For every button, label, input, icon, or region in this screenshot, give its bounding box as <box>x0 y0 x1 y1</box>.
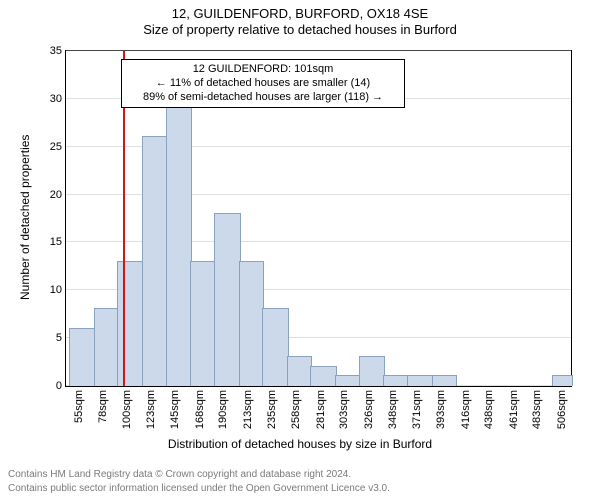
annotation-line: 12 GUILDENFORD: 101sqm <box>128 63 398 77</box>
chart-container: 12, GUILDENFORD, BURFORD, OX18 4SE Size … <box>0 0 600 500</box>
histogram-bar <box>432 375 458 386</box>
x-tick-label: 100sqm <box>121 390 133 429</box>
x-tick-label: 145sqm <box>169 390 181 429</box>
histogram-bar <box>142 136 168 386</box>
x-tick-label: 416sqm <box>460 390 472 429</box>
gridline <box>66 50 571 51</box>
y-tick-label: 0 <box>56 380 66 392</box>
histogram-bar <box>310 366 337 386</box>
x-tick-label: 168sqm <box>194 390 206 429</box>
x-tick-label: 213sqm <box>242 390 254 429</box>
histogram-bar <box>287 356 313 386</box>
x-tick-label: 123sqm <box>145 390 157 429</box>
x-tick-label: 438sqm <box>483 390 495 429</box>
histogram-bar <box>166 107 193 386</box>
annotation-box: 12 GUILDENFORD: 101sqm← 11% of detached … <box>121 59 405 108</box>
credit-line-2: Contains public sector information licen… <box>8 483 390 494</box>
x-tick-label: 78sqm <box>97 390 109 423</box>
y-tick-label: 5 <box>56 332 66 344</box>
histogram-bar <box>94 308 120 386</box>
x-tick-label: 190sqm <box>217 390 229 429</box>
histogram-bar <box>552 375 573 386</box>
y-tick-label: 30 <box>50 93 66 105</box>
y-tick-label: 25 <box>50 141 66 153</box>
histogram-bar <box>383 375 409 386</box>
y-tick-label: 10 <box>50 284 66 296</box>
x-tick-label: 303sqm <box>338 390 350 429</box>
x-tick-label: 258sqm <box>290 390 302 429</box>
y-tick-label: 15 <box>50 236 66 248</box>
x-tick-label: 393sqm <box>435 390 447 429</box>
histogram-bar <box>69 328 96 386</box>
histogram-bar <box>407 375 434 386</box>
histogram-bar <box>190 261 216 386</box>
histogram-bar <box>214 213 241 386</box>
y-tick-label: 20 <box>50 189 66 201</box>
histogram-bar <box>335 375 361 386</box>
x-tick-label: 483sqm <box>531 390 543 429</box>
y-axis-label: Number of detached properties <box>18 135 32 300</box>
y-tick-label: 35 <box>50 45 66 57</box>
x-tick-label: 506sqm <box>556 390 568 429</box>
histogram-bar <box>262 308 289 386</box>
chart-title-line1: 12, GUILDENFORD, BURFORD, OX18 4SE <box>0 6 600 21</box>
x-tick-label: 461sqm <box>508 390 520 429</box>
x-axis-label: Distribution of detached houses by size … <box>0 437 600 451</box>
plot-area: 0510152025303555sqm78sqm100sqm123sqm145s… <box>65 50 572 387</box>
chart-title-line2: Size of property relative to detached ho… <box>0 22 600 37</box>
x-tick-label: 281sqm <box>315 390 327 429</box>
histogram-bar <box>239 261 265 386</box>
histogram-bar <box>359 356 386 386</box>
histogram-bar <box>117 261 144 386</box>
annotation-line: ← 11% of detached houses are smaller (14… <box>128 77 398 91</box>
x-tick-label: 348sqm <box>387 390 399 429</box>
x-tick-label: 55sqm <box>73 390 85 423</box>
annotation-line: 89% of semi-detached houses are larger (… <box>128 91 398 105</box>
x-tick-label: 326sqm <box>363 390 375 429</box>
x-tick-label: 371sqm <box>411 390 423 429</box>
x-tick-label: 235sqm <box>266 390 278 429</box>
credit-line-1: Contains HM Land Registry data © Crown c… <box>8 469 351 480</box>
